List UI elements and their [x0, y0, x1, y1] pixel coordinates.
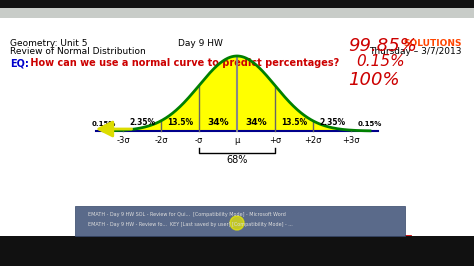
Polygon shape	[123, 56, 351, 131]
Bar	[75, 206, 405, 236]
Text: 0.15%: 0.15%	[92, 121, 116, 127]
Text: 68%: 68%	[226, 155, 248, 165]
Text: 100%: 100%	[348, 71, 400, 89]
Text: μ: μ	[234, 136, 240, 145]
Bar	[0, 236, 474, 266]
Text: +3σ: +3σ	[342, 136, 360, 145]
Bar	[0, 18, 474, 236]
Text: How can we use a normal curve to predict percentages?: How can we use a normal curve to predict…	[27, 58, 339, 68]
Text: +σ: +σ	[269, 136, 281, 145]
Text: Geometry: Unit 5: Geometry: Unit 5	[10, 39, 88, 48]
Text: 13.5%: 13.5%	[167, 118, 193, 127]
Text: 99.85%: 99.85%	[348, 37, 417, 55]
Text: 34%: 34%	[245, 118, 267, 127]
Text: SOLUTIONS: SOLUTIONS	[403, 39, 462, 48]
Text: -σ: -σ	[195, 136, 203, 145]
Text: EQ:: EQ:	[10, 58, 29, 68]
Text: 34%: 34%	[207, 118, 229, 127]
Text: +2σ: +2σ	[304, 136, 322, 145]
Text: 2.35%: 2.35%	[319, 118, 345, 127]
Text: Thursday – 3/7/2013: Thursday – 3/7/2013	[370, 47, 462, 56]
Text: EMATH - Day 9 HW - Review fo...  KEY [Last saved by user] [Compatibility Mode] -: EMATH - Day 9 HW - Review fo... KEY [Las…	[88, 222, 293, 227]
Text: Day 9 HW: Day 9 HW	[178, 39, 222, 48]
Text: 2.35%: 2.35%	[129, 118, 155, 127]
Text: 0.15%: 0.15%	[358, 121, 382, 127]
Bar	[0, 0, 474, 8]
Text: Review of Normal Distribution: Review of Normal Distribution	[10, 47, 146, 56]
Text: EMATH - Day 9 HW SOL - Review for Qui...  [Compatibility Mode] - Microsoft Word: EMATH - Day 9 HW SOL - Review for Qui...…	[88, 212, 286, 217]
Bar	[0, 8, 474, 18]
Circle shape	[230, 216, 244, 230]
Text: 13.5%: 13.5%	[281, 118, 307, 127]
Text: -3σ: -3σ	[116, 136, 130, 145]
Text: -2σ: -2σ	[154, 136, 168, 145]
Text: 0.15%: 0.15%	[356, 54, 405, 69]
